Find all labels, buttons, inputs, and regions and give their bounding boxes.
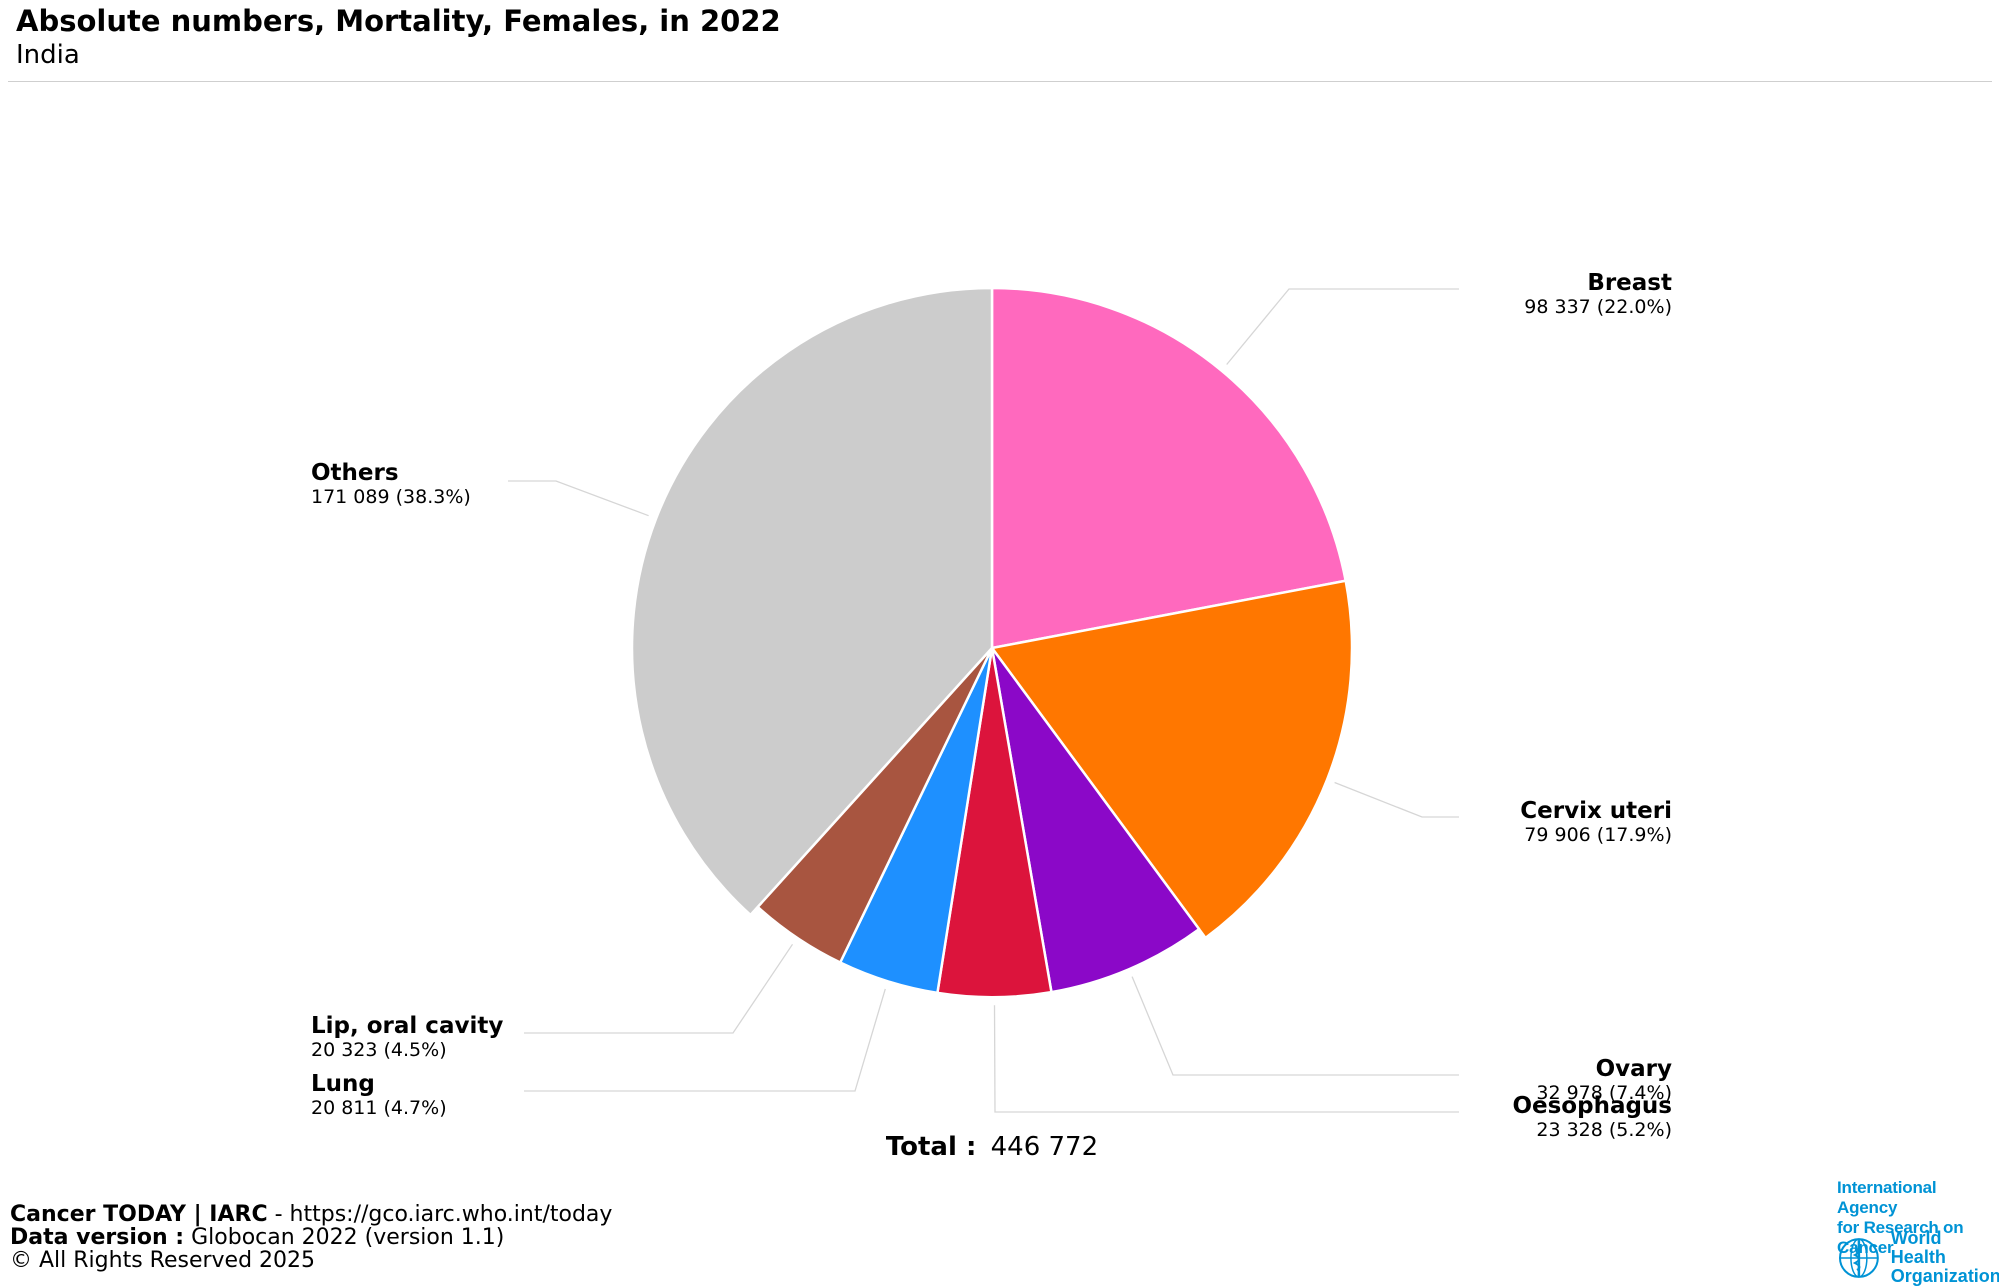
pie-slice-others[interactable] — [630, 286, 994, 917]
slice-label-name: Lip, oral cavity — [311, 1013, 503, 1039]
pie-slice-breast[interactable] — [990, 286, 1347, 650]
slice-label-name: Ovary — [1596, 1056, 1672, 1082]
pie-slices — [630, 286, 1354, 999]
who-emblem-icon — [1838, 1237, 1879, 1278]
footer-data-version: Data version : Globocan 2022 (version 1.… — [10, 1226, 612, 1249]
iarc-logo-line1: International Agency — [1837, 1178, 1937, 1217]
footer-source-bold: Cancer TODAY | IARC — [10, 1202, 268, 1227]
slice-label-value: 20 811 (4.7%) — [311, 1097, 447, 1119]
slice-label-value: 171 089 (38.3%) — [311, 486, 471, 508]
pie-slice-ovary[interactable] — [990, 646, 1201, 994]
slice-label-name: Cervix uteri — [1520, 798, 1672, 824]
label-connector — [524, 988, 886, 1092]
footer-version-bold: Data version : — [10, 1225, 185, 1250]
label-connectors — [508, 288, 1459, 1113]
footer-version-value: Globocan 2022 (version 1.1) — [184, 1225, 505, 1250]
label-connector — [524, 943, 794, 1034]
slice-label-value: 32 978 (7.4%) — [1536, 1082, 1672, 1104]
label-connector — [1131, 976, 1459, 1076]
who-logo-line2: Organization — [1890, 1266, 1999, 1286]
slice-label-name: Others — [311, 460, 399, 486]
slice-label-value: 79 906 (17.9%) — [1524, 824, 1672, 846]
footer-source-link[interactable]: - https://gco.iarc.who.int/today — [267, 1202, 613, 1227]
who-logo-line1: World Health — [1890, 1228, 1946, 1267]
footer: Cancer TODAY | IARC - https://gco.iarc.w… — [10, 1203, 612, 1272]
total-label: Total : — [886, 1132, 976, 1162]
header-divider — [8, 81, 1992, 82]
label-connector — [508, 480, 649, 517]
label-connector — [1334, 781, 1459, 818]
footer-copyright: © All Rights Reserved 2025 — [10, 1248, 316, 1273]
pie-slice-cervix-uteri[interactable] — [990, 579, 1354, 940]
slice-label-value: 23 328 (5.2%) — [1536, 1119, 1672, 1141]
slice-label-name: Lung — [311, 1071, 375, 1097]
total-value: 446 772 — [991, 1132, 1099, 1162]
slice-label-name: Oesophagus — [1512, 1093, 1672, 1119]
slice-label-value: 20 323 (4.5%) — [311, 1039, 447, 1061]
who-logo: World Health Organization — [1835, 1229, 1999, 1286]
total-text: Total : 446 772 — [886, 1132, 1098, 1162]
slice-label-value: 98 337 (22.0%) — [1524, 296, 1672, 318]
chart-subtitle: India — [16, 40, 80, 70]
chart-title: Absolute numbers, Mortality, Females, in… — [16, 4, 781, 38]
label-connector — [1226, 288, 1459, 365]
footer-source: Cancer TODAY | IARC - https://gco.iarc.w… — [10, 1203, 612, 1226]
slice-label-name: Breast — [1587, 270, 1672, 296]
iarc-logo: International Agency for Research on Can… — [1837, 1178, 1999, 1258]
label-connector — [993, 1005, 1459, 1113]
